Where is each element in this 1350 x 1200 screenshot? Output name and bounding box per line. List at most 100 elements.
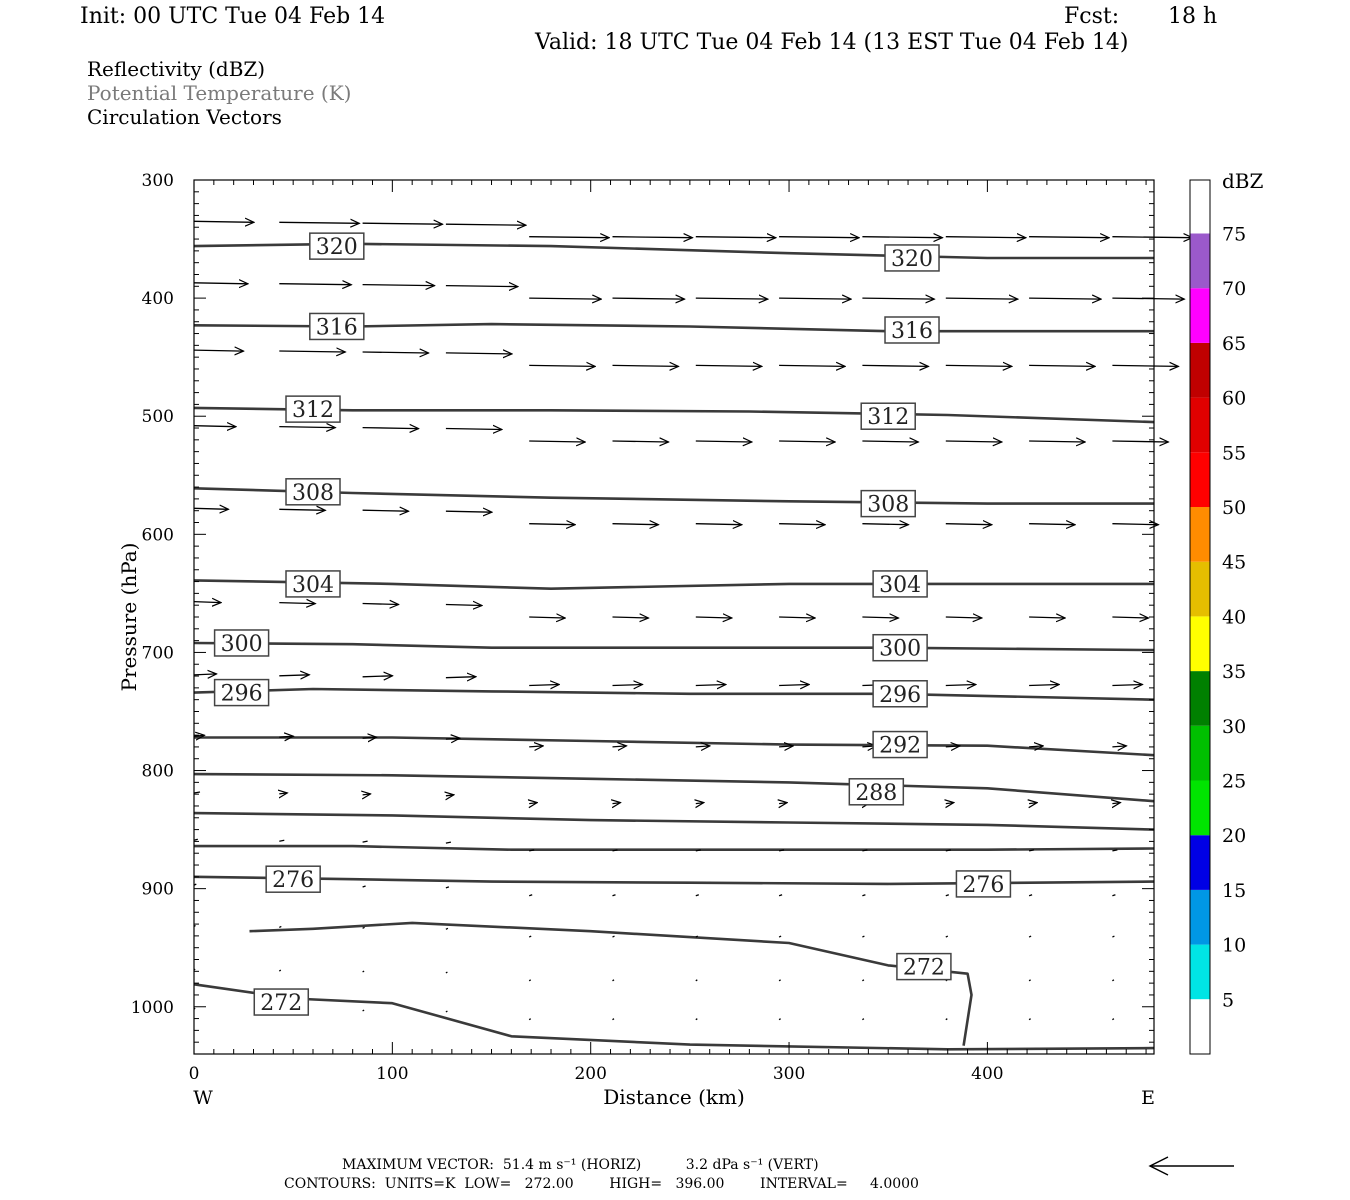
circulation-vector [862,365,928,366]
circulation-vector [1029,298,1101,299]
circulation-vector [529,298,601,299]
circulation-vector [696,803,704,804]
circulation-vector [528,935,532,938]
colorbar-label: 65 [1222,333,1246,355]
colorbar-label: 40 [1222,606,1246,628]
circulation-vector [529,746,543,747]
contour-label-text: 288 [855,781,897,806]
circulation-vector [362,223,443,224]
contour-label-308: 308 [285,478,341,506]
circulation-vector [529,803,537,804]
colorbar-band [1190,342,1210,398]
x-tick-label: 400 [971,1064,1003,1084]
circulation-vector [445,1010,448,1013]
contour-label-304: 304 [872,570,928,598]
contour-label-box [896,952,952,981]
circulation-vector [695,237,776,238]
colorbar-label: 20 [1222,825,1246,847]
circulation-vector [1112,935,1115,938]
colorbar-label: 5 [1222,989,1234,1011]
circulation-vector [779,441,835,442]
colorbar-label: 10 [1222,935,1246,957]
circulation-vector [945,849,951,852]
contour-label-text: 304 [292,573,334,598]
plot-frame [193,179,1155,1055]
contour-label-box [309,312,365,341]
circulation-vector [779,365,845,366]
colorbar-band [1190,397,1210,453]
circulation-vector [695,524,742,525]
contour-label-box [285,478,341,506]
theta-contour-284 [193,811,1155,831]
legend-circulation-vectors: Circulation Vectors [87,105,282,129]
colorbar-band [1190,507,1210,562]
circulation-vector [279,222,359,223]
circulation-vector [1112,746,1126,747]
circulation-vector [445,971,448,974]
contour-label-box [884,316,940,344]
circulation-vector [279,675,309,676]
circulation-vector [193,791,201,794]
circulation-vector [612,617,649,618]
colorbar-label: 50 [1222,497,1246,519]
colorbar-label: 15 [1222,880,1246,902]
circulation-vector [362,970,365,973]
circulation-vector [612,746,627,747]
plot-border [193,179,1155,1055]
circulation-vector [1112,979,1115,982]
circulation-vectors [193,221,1192,1021]
colorbar-title: dBZ [1222,169,1264,193]
legend-reflectivity: Reflectivity (dBZ) [87,57,266,81]
circulation-vector [862,894,866,897]
y-tick-label: 500 [142,407,174,427]
circulation-vector [1029,685,1059,686]
circulation-vector [695,298,768,299]
circulation-vector [362,926,365,929]
circulation-vector [445,605,482,606]
colorbar-band [1190,889,1210,945]
contour-labels: 320 320 316 316 312 312 308 308 304 304 300 300 296 2… [213,232,1012,1016]
circulation-vector [193,735,205,736]
colorbar-bottom-band [1190,999,1210,1054]
circulation-vector [362,840,368,843]
circulation-vector [695,617,732,618]
contour-label-text: 292 [879,734,921,759]
contour-label-text: 276 [272,868,314,893]
y-tick-label: 600 [142,525,174,545]
circulation-vector [1112,365,1178,366]
circulation-vector [1112,1018,1115,1021]
circulation-vector [445,841,452,844]
circulation-vector [362,737,377,738]
circulation-vector [1028,1018,1031,1021]
y-tick-label: 700 [142,643,174,663]
circulation-vector [612,441,669,442]
theta-contour-304 [193,579,1154,591]
colorbar-label: 55 [1222,442,1246,464]
colorbar-label: 25 [1222,771,1246,793]
circulation-vector [193,221,254,222]
circulation-vector [945,237,1026,238]
contour-label-text: 300 [879,637,921,662]
contour-label-text: 320 [891,247,933,272]
circulation-vector [862,298,934,299]
circulation-vector [945,298,1018,299]
circulation-vector [945,935,949,938]
colorbar-band [1190,671,1210,726]
circulation-vector [279,284,351,285]
colorbar-label: 35 [1222,661,1246,683]
contour-label-text: 296 [879,683,921,708]
circulation-vector [1028,935,1032,938]
circulation-vector [193,674,217,675]
contour-label-box [872,570,928,598]
circulation-vector [1029,237,1109,238]
contour-label-text: 308 [292,481,334,506]
forecast-label: Fcst: [1064,4,1120,29]
contour-label-296: 296 [872,680,928,708]
contour-label-288: 288 [848,778,905,806]
theta-contour-276 [193,875,1155,886]
reference-vector-icon [1148,1156,1234,1176]
circulation-vector [1029,803,1037,804]
circulation-vector [529,237,609,238]
circulation-vector [529,617,565,618]
colorbar-label: 70 [1222,278,1246,300]
